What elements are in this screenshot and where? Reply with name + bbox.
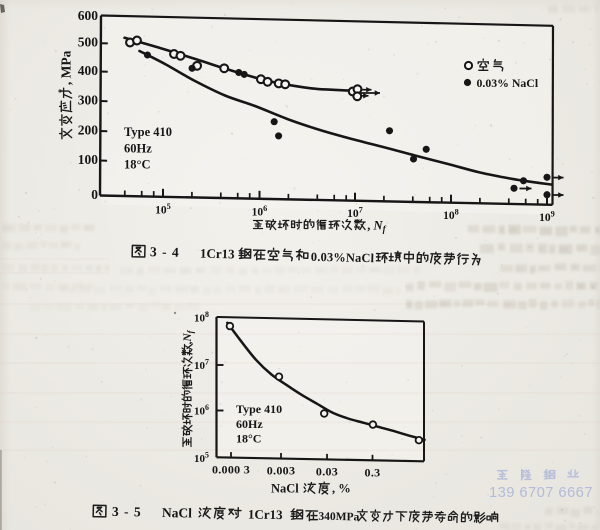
svg-text:400: 400 [78,63,99,78]
svg-text:3 - 5: 3 - 5 [112,504,142,520]
svg-text:NaCl: NaCl [162,505,193,521]
svg-text:18°C: 18°C [236,432,261,446]
svg-text:107: 107 [347,206,363,221]
svg-text:0.03% NaCl: 0.03% NaCl [477,76,539,90]
svg-text:340MPa: 340MPa [318,511,359,524]
svg-text:60Hz: 60Hz [124,141,152,155]
svg-text:, %: , % [332,482,351,496]
svg-text:108: 108 [443,208,459,223]
svg-text:0.000 3: 0.000 3 [212,463,250,477]
svg-text:105: 105 [155,202,171,217]
svg-text:106: 106 [194,403,209,418]
svg-text:300: 300 [78,92,99,107]
svg-text:, Nf: , Nf [367,219,386,235]
svg-text:Type 410: Type 410 [124,125,172,139]
svg-text:600: 600 [78,8,99,23]
svg-text:108: 108 [194,310,209,325]
svg-text:, MPa: , MPa [59,50,74,85]
svg-text:0: 0 [91,187,98,202]
svg-text:200: 200 [78,122,99,137]
svg-text:100: 100 [78,152,99,167]
svg-text:60Hz: 60Hz [236,417,263,431]
svg-text:,Nf: ,Nf [182,329,195,344]
svg-text:105: 105 [194,450,209,465]
svg-text:106: 106 [252,204,268,219]
svg-text:0.03: 0.03 [316,464,338,478]
svg-text:107: 107 [194,358,209,373]
svg-text:500: 500 [78,35,99,50]
svg-text:139 6707 6667: 139 6707 6667 [489,485,593,501]
svg-text:0.03%NaCl: 0.03%NaCl [311,250,375,265]
svg-text:0.003: 0.003 [267,464,296,478]
svg-text:1Cr13: 1Cr13 [200,246,236,262]
svg-text:18°C: 18°C [124,158,151,172]
svg-text:1Cr13: 1Cr13 [248,507,283,523]
svg-text:3 - 4: 3 - 4 [150,244,180,260]
svg-text:NaCl: NaCl [271,482,299,496]
svg-text:0.3: 0.3 [365,465,381,479]
svg-text:109: 109 [539,210,555,225]
svg-text:Type 410: Type 410 [236,402,282,416]
